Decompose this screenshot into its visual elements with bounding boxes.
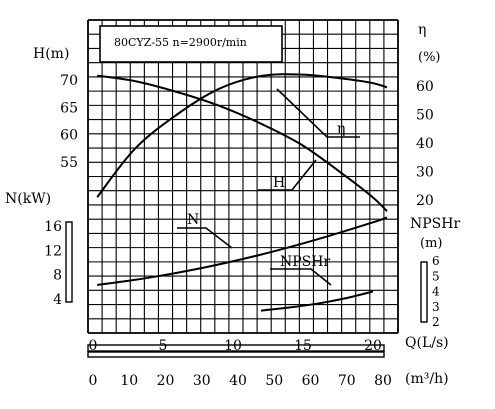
chart-title: 80CYZ-55 n=2900r/min: [114, 36, 247, 49]
n-scale-bar: [65, 221, 73, 303]
curve-label-npsh: NPSHr: [280, 254, 330, 270]
npsh-tick-label: 5: [432, 269, 440, 283]
m3h-tick-label: 20: [157, 373, 175, 389]
q-tick-label: 0: [89, 338, 98, 354]
curve-eta: [96, 73, 388, 198]
eta-axis-unit: (%): [418, 50, 441, 65]
eta-tick-label: 50: [416, 108, 434, 124]
npsh-axis-label: NPSHr: [410, 216, 460, 232]
n-tick-label: 8: [53, 268, 62, 284]
curve-annotations: η H N NPSHr: [177, 88, 360, 286]
leader-eta: [276, 88, 360, 138]
m3h-tick-label: 30: [193, 373, 211, 389]
x-scale-bars: [87, 344, 385, 358]
curve-label-H: H: [273, 175, 285, 191]
q-axis-label: Q(L/s): [405, 335, 449, 351]
m3h-tick-label: 0: [89, 373, 98, 389]
m3h-tick-label: 50: [265, 373, 283, 389]
curve-label-eta: η: [337, 121, 345, 137]
n-tick-label: 4: [53, 292, 62, 308]
npsh-tick-label: 6: [432, 254, 440, 268]
m3h-tick-label: 40: [229, 373, 247, 389]
curve-H: [97, 74, 388, 212]
m3h-tick-label: 10: [120, 373, 138, 389]
eta-tick-label: 40: [416, 136, 434, 152]
npsh-tick-label: 3: [432, 300, 440, 314]
leader-npsh: [270, 268, 332, 286]
npsh-axis-unit: (m): [420, 236, 442, 251]
title-box: [99, 25, 283, 63]
h-axis-label: H(m): [33, 46, 69, 62]
m3h-tick-label: 80: [374, 373, 392, 389]
n-axis-label: N(kW): [5, 191, 51, 207]
h-tick-label: 65: [60, 100, 78, 116]
curves: [96, 73, 388, 312]
leader-H: [258, 159, 317, 191]
m3h-tick-label: 60: [302, 373, 320, 389]
eta-tick-label: 30: [416, 165, 434, 181]
leader-N: [177, 227, 233, 249]
q-tick-label: 10: [224, 338, 242, 354]
q-tick-label: 20: [364, 338, 382, 354]
h-tick-label: 55: [60, 155, 78, 171]
npsh-tick-label: 4: [432, 285, 440, 299]
curve-npsh: [260, 290, 374, 312]
n-tick-label: 16: [44, 219, 62, 235]
eta-tick-label: 60: [416, 79, 434, 95]
eta-axis-symbol: η: [418, 22, 426, 38]
curve-N: [97, 216, 388, 286]
npsh-tick-label: 2: [432, 315, 440, 329]
q-tick-label: 5: [159, 338, 168, 354]
grid: [87, 19, 399, 334]
curve-label-N: N: [187, 212, 199, 228]
m3h-axis-label: (m³/h): [405, 371, 449, 387]
h-tick-label: 70: [60, 73, 78, 89]
q-tick-label: 15: [294, 338, 312, 354]
m3h-tick-label: 70: [338, 373, 356, 389]
h-tick-label: 60: [60, 128, 78, 144]
npsh-scale-bar: [420, 261, 428, 323]
eta-tick-label: 20: [416, 193, 434, 209]
n-tick-label: 12: [44, 243, 62, 259]
